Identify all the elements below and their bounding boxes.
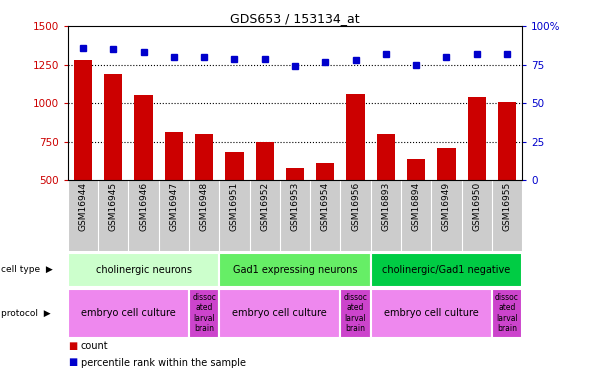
- Bar: [371, 253, 522, 287]
- Text: dissoc
ated
larval
brain: dissoc ated larval brain: [495, 293, 519, 333]
- Text: embryo cell culture: embryo cell culture: [232, 308, 327, 318]
- Text: dissoc
ated
larval
brain: dissoc ated larval brain: [192, 293, 216, 333]
- Text: cholinergic neurons: cholinergic neurons: [96, 265, 192, 275]
- Bar: [74, 60, 92, 180]
- Text: GSM16952: GSM16952: [260, 182, 269, 231]
- Bar: [104, 74, 122, 180]
- Title: GDS653 / 153134_at: GDS653 / 153134_at: [230, 12, 360, 25]
- Bar: [437, 148, 455, 180]
- Bar: [286, 168, 304, 180]
- Bar: [377, 134, 395, 180]
- Bar: [189, 289, 219, 338]
- Text: count: count: [81, 340, 109, 351]
- Bar: [255, 142, 274, 180]
- Bar: [68, 253, 219, 287]
- Bar: [346, 94, 365, 180]
- Bar: [340, 289, 371, 338]
- Text: GSM16947: GSM16947: [169, 182, 178, 231]
- Text: GSM16953: GSM16953: [290, 182, 300, 231]
- Bar: [492, 289, 522, 338]
- Text: ■: ■: [68, 357, 77, 368]
- Text: embryo cell culture: embryo cell culture: [81, 308, 176, 318]
- Text: GSM16955: GSM16955: [503, 182, 512, 231]
- Text: GSM16951: GSM16951: [230, 182, 239, 231]
- Text: GSM16894: GSM16894: [412, 182, 421, 231]
- Bar: [135, 96, 153, 180]
- Text: cholinergic/Gad1 negative: cholinergic/Gad1 negative: [382, 265, 510, 275]
- Text: GSM16946: GSM16946: [139, 182, 148, 231]
- Text: GSM16945: GSM16945: [109, 182, 118, 231]
- Bar: [219, 289, 340, 338]
- Text: GSM16950: GSM16950: [472, 182, 481, 231]
- Text: GSM16948: GSM16948: [199, 182, 209, 231]
- Bar: [219, 253, 371, 287]
- Text: ■: ■: [68, 340, 77, 351]
- Text: GSM16944: GSM16944: [78, 182, 87, 231]
- Bar: [468, 97, 486, 180]
- Bar: [498, 102, 516, 180]
- Bar: [225, 152, 244, 180]
- Text: GSM16949: GSM16949: [442, 182, 451, 231]
- Text: GSM16893: GSM16893: [381, 182, 391, 231]
- Bar: [371, 289, 492, 338]
- Text: GSM16956: GSM16956: [351, 182, 360, 231]
- Bar: [165, 132, 183, 180]
- Bar: [316, 163, 335, 180]
- Text: Gad1 expressing neurons: Gad1 expressing neurons: [232, 265, 358, 275]
- Bar: [68, 289, 189, 338]
- Text: embryo cell culture: embryo cell culture: [384, 308, 478, 318]
- Text: cell type  ▶: cell type ▶: [1, 266, 53, 274]
- Text: dissoc
ated
larval
brain: dissoc ated larval brain: [343, 293, 368, 333]
- Text: percentile rank within the sample: percentile rank within the sample: [81, 357, 246, 368]
- Bar: [407, 159, 425, 180]
- Text: protocol  ▶: protocol ▶: [1, 309, 50, 318]
- Bar: [195, 134, 213, 180]
- Text: GSM16954: GSM16954: [321, 182, 330, 231]
